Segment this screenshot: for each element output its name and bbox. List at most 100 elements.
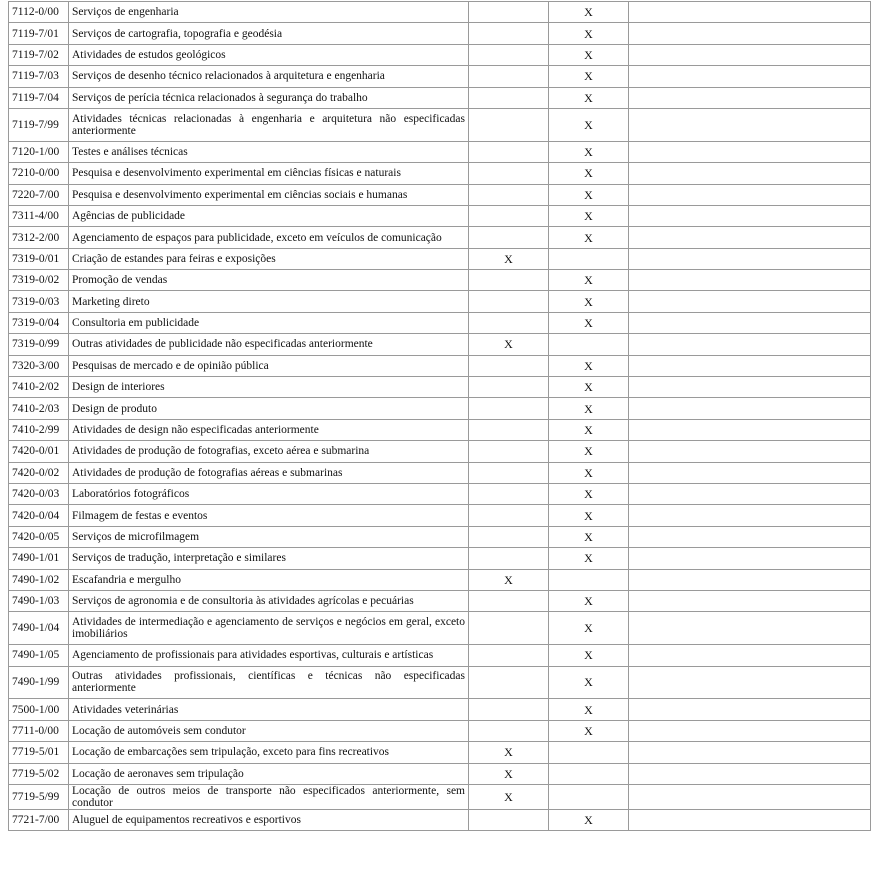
activity-description: Locação de aeronaves sem tripulação <box>68 762 469 785</box>
mark-column-2 <box>548 783 629 810</box>
activity-code: 7719-5/99 <box>8 783 69 810</box>
notes-cell <box>628 86 871 109</box>
activity-code: 7500-1/00 <box>8 698 69 721</box>
mark-column-1 <box>468 311 549 335</box>
table-row: 7312-2/00 Agenciamento de espaços para pu… <box>8 226 871 249</box>
mark-column-2: X <box>548 0 629 24</box>
notes-cell <box>628 611 871 646</box>
notes-cell <box>628 107 871 142</box>
mark-column-2: X <box>548 644 629 667</box>
notes-cell <box>628 290 871 313</box>
notes-cell <box>628 589 871 613</box>
activity-description: Atividades de produção de fotografias aé… <box>68 461 469 485</box>
activity-code: 7410-2/03 <box>8 397 69 420</box>
activity-code: 7210-0/00 <box>8 162 69 185</box>
table-row: 7420-0/01 Atividades de produção de fotog… <box>8 440 871 463</box>
mark-column-2: X <box>548 162 629 185</box>
notes-cell <box>628 0 871 24</box>
mark-column-2 <box>548 333 629 356</box>
activity-code: 7119-7/99 <box>8 107 69 142</box>
notes-cell <box>628 418 871 442</box>
notes-cell <box>628 333 871 356</box>
table-row: 7721-7/00 Aluguel de equipamentos recreat… <box>8 808 871 832</box>
activity-code: 7319-0/03 <box>8 290 69 313</box>
mark-column-2 <box>548 568 629 591</box>
mark-column-2: X <box>548 589 629 613</box>
mark-column-2: X <box>548 86 629 109</box>
notes-cell <box>628 22 871 45</box>
notes-cell <box>628 311 871 335</box>
notes-cell <box>628 665 871 700</box>
mark-column-1 <box>468 589 549 613</box>
mark-column-2: X <box>548 698 629 721</box>
mark-column-1 <box>468 204 549 228</box>
mark-column-2: X <box>548 397 629 420</box>
notes-cell <box>628 461 871 485</box>
mark-column-1 <box>468 719 549 743</box>
notes-cell <box>628 504 871 527</box>
mark-column-1 <box>468 290 549 313</box>
mark-column-1: X <box>468 333 549 356</box>
mark-column-1 <box>468 644 549 667</box>
mark-column-2: X <box>548 525 629 549</box>
table-row: 7490-1/99 Outras atividades profissionais… <box>8 665 871 700</box>
activity-description: Atividades de estudos geológicos <box>68 43 469 67</box>
activity-description: Atividades técnicas relacionadas à engen… <box>68 107 469 142</box>
activity-code: 7119-7/01 <box>8 22 69 45</box>
activity-description: Serviços de engenharia <box>68 0 469 24</box>
activity-description: Filmagem de festas e eventos <box>68 504 469 527</box>
activity-description: Pesquisa e desenvolvimento experimental … <box>68 162 469 185</box>
mark-column-2: X <box>548 107 629 142</box>
table-row: 7119-7/03 Serviços de desenho técnico rel… <box>8 65 871 88</box>
mark-column-2: X <box>548 43 629 67</box>
activity-code: 7311-4/00 <box>8 204 69 228</box>
mark-column-2: X <box>548 418 629 442</box>
activity-code: 7721-7/00 <box>8 808 69 832</box>
activity-code: 7220-7/00 <box>8 183 69 206</box>
cnae-activity-table: 7112-0/00 Serviços de engenharia X 7119-7/0… <box>8 0 871 832</box>
mark-column-2: X <box>548 504 629 527</box>
mark-column-2: X <box>548 22 629 45</box>
activity-code: 7112-0/00 <box>8 0 69 24</box>
mark-column-1 <box>468 397 549 420</box>
mark-column-1 <box>468 183 549 206</box>
activity-code: 7420-0/01 <box>8 440 69 463</box>
activity-description: Outras atividades profissionais, científ… <box>68 665 469 700</box>
mark-column-1 <box>468 525 549 549</box>
mark-column-2: X <box>548 226 629 249</box>
table-row: 7319-0/99 Outras atividades de publicidad… <box>8 333 871 356</box>
mark-column-1 <box>468 482 549 506</box>
activity-description: Criação de estandes para feiras e exposi… <box>68 247 469 271</box>
activity-code: 7319-0/01 <box>8 247 69 271</box>
notes-cell <box>628 204 871 228</box>
notes-cell <box>628 162 871 185</box>
notes-cell <box>628 226 871 249</box>
table-row: 7120-1/00 Testes e análises técnicas X <box>8 140 871 164</box>
activity-code: 7490-1/04 <box>8 611 69 646</box>
mark-column-2: X <box>548 665 629 700</box>
mark-column-1: X <box>468 762 549 785</box>
mark-column-2: X <box>548 440 629 463</box>
mark-column-1 <box>468 354 549 378</box>
notes-cell <box>628 269 871 292</box>
mark-column-1 <box>468 140 549 164</box>
mark-column-1: X <box>468 568 549 591</box>
mark-column-2: X <box>548 354 629 378</box>
activity-code: 7420-0/04 <box>8 504 69 527</box>
activity-code: 7119-7/03 <box>8 65 69 88</box>
notes-cell <box>628 808 871 832</box>
activity-code: 7119-7/04 <box>8 86 69 109</box>
activity-code: 7719-5/01 <box>8 741 69 764</box>
mark-column-2: X <box>548 269 629 292</box>
mark-column-1 <box>468 86 549 109</box>
mark-column-2: X <box>548 376 629 399</box>
activity-description: Agenciamento de espaços para publicidade… <box>68 226 469 249</box>
mark-column-1 <box>468 808 549 832</box>
table-row: 7420-0/03 Laboratórios fotográficos X <box>8 482 871 506</box>
table-row: 7319-0/03 Marketing direto X <box>8 290 871 313</box>
mark-column-1 <box>468 698 549 721</box>
mark-column-1 <box>468 665 549 700</box>
mark-column-2: X <box>548 719 629 743</box>
notes-cell <box>628 482 871 506</box>
activity-description: Marketing direto <box>68 290 469 313</box>
